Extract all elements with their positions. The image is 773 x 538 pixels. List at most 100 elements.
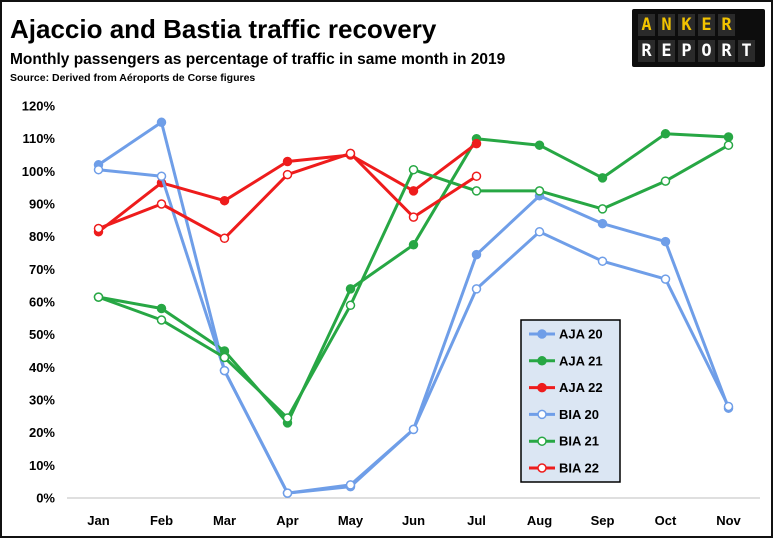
y-tick-label: 10%	[29, 458, 55, 473]
legend-item: BIA 21	[529, 434, 599, 449]
logo-letter: O	[698, 40, 715, 62]
legend-item: AJA 22	[529, 380, 603, 395]
logo-letter: T	[738, 40, 755, 62]
data-point	[282, 413, 293, 423]
legend: AJA 20 AJA 21 AJA 22 BIA 20 BIA 21 BIA 22	[520, 319, 621, 483]
data-point	[408, 212, 419, 222]
data-point	[471, 284, 482, 294]
y-tick-label: 20%	[29, 425, 55, 440]
y-tick-label: 110%	[22, 131, 55, 146]
data-point	[408, 164, 419, 175]
data-point	[156, 117, 167, 128]
y-tick-label: 50%	[29, 327, 55, 342]
legend-label: AJA 22	[559, 380, 603, 395]
data-point	[156, 303, 167, 314]
data-point	[93, 164, 104, 175]
series-bia-22	[93, 148, 482, 244]
x-tick-label: Oct	[655, 513, 677, 528]
series-line	[97, 143, 730, 420]
data-point	[660, 176, 671, 186]
x-tick-label: May	[338, 513, 364, 528]
data-point	[93, 223, 104, 234]
y-tick-label: 30%	[29, 393, 55, 408]
legend-marker	[537, 436, 547, 446]
logo-letter: E	[658, 40, 675, 62]
series-layer	[93, 117, 734, 498]
x-tick-label: Jan	[87, 513, 109, 528]
data-point	[597, 218, 608, 229]
legend-label: BIA 22	[559, 461, 599, 476]
data-point	[345, 148, 356, 159]
logo-letter: E	[698, 14, 715, 36]
x-tick-label: Jul	[467, 513, 486, 528]
series-line	[97, 120, 730, 495]
legend-label: AJA 20	[559, 327, 603, 342]
logo-letter: K	[678, 14, 695, 36]
data-point	[534, 140, 545, 150]
data-point	[408, 240, 419, 250]
y-tick-label: 80%	[29, 229, 55, 244]
series-bia-20	[93, 164, 734, 498]
data-point	[534, 227, 545, 237]
axes: 0% 10% 20% 30% 40% 50% 60% 70% 80% 90% 100% 110% 120…	[22, 99, 760, 528]
data-point	[597, 204, 608, 214]
data-point	[345, 480, 356, 490]
data-point	[597, 173, 608, 183]
legend-item: AJA 21	[529, 353, 603, 368]
y-tick-label: 0%	[36, 491, 55, 506]
data-point	[93, 292, 104, 302]
data-point	[282, 488, 293, 498]
x-tick-label: Aug	[527, 513, 552, 528]
data-point	[282, 169, 293, 180]
logo-letter: N	[658, 14, 675, 36]
legend-marker	[537, 382, 547, 393]
y-tick-label: 70%	[29, 262, 55, 277]
data-point	[345, 300, 356, 311]
y-tick-label: 100%	[22, 164, 56, 179]
legend-marker	[537, 356, 547, 366]
logo-letter: P	[678, 40, 695, 62]
legend-marker	[537, 329, 547, 339]
legend-label: BIA 20	[559, 407, 599, 422]
data-point	[408, 424, 419, 435]
x-tick-label: Nov	[716, 513, 741, 528]
data-point	[471, 138, 482, 149]
data-point	[156, 199, 167, 209]
series-aja-22	[93, 138, 482, 237]
data-point	[471, 186, 482, 196]
data-point	[471, 171, 482, 181]
logo-letter: R	[638, 40, 655, 62]
data-point	[282, 156, 293, 167]
x-tick-label: Feb	[150, 513, 173, 528]
data-point	[534, 186, 545, 196]
y-tick-label: 40%	[29, 360, 55, 375]
legend-marker	[537, 463, 547, 473]
data-point	[156, 171, 167, 181]
x-tick-label: Jun	[402, 513, 425, 528]
legend-item: BIA 20	[529, 407, 599, 422]
data-point	[156, 315, 167, 325]
data-point	[597, 256, 608, 266]
series-aja-20	[93, 117, 734, 498]
data-point	[723, 401, 734, 412]
data-point	[723, 132, 734, 142]
x-tick-label: Sep	[591, 513, 615, 528]
data-point	[219, 352, 230, 363]
logo-letter: R	[718, 14, 735, 36]
series-bia-21	[93, 140, 734, 423]
x-tick-label: Mar	[213, 513, 236, 528]
data-point	[408, 186, 419, 196]
x-tick-label: Apr	[276, 513, 298, 528]
legend-marker	[537, 409, 547, 420]
legend-item: BIA 22	[529, 461, 599, 476]
logo-letter: R	[718, 40, 735, 62]
chart-source: Source: Derived from Aéroports de Corse …	[10, 72, 256, 84]
data-point	[660, 274, 671, 284]
data-point	[219, 233, 230, 244]
legend-box	[520, 319, 621, 483]
data-point	[219, 365, 230, 376]
data-point	[660, 236, 671, 247]
